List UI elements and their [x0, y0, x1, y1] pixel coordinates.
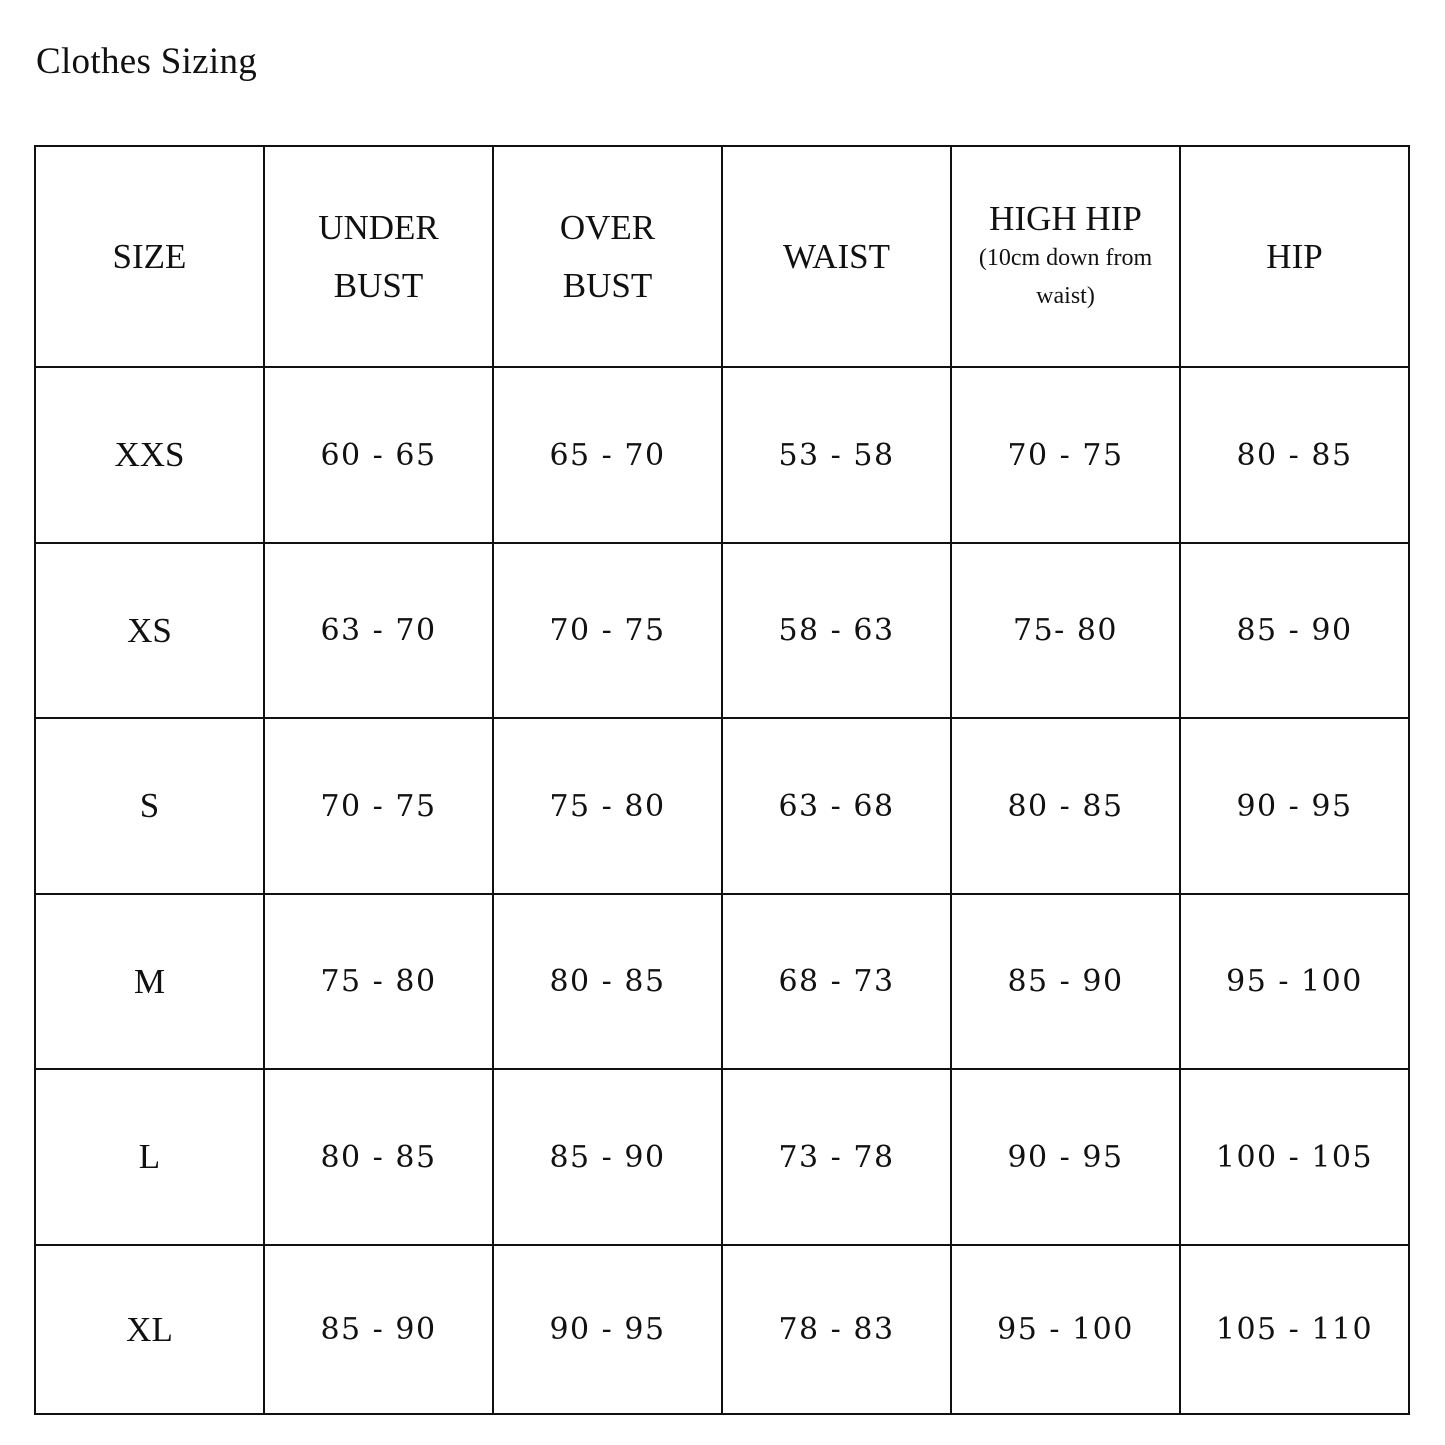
measurement-cell: 60 - 65: [263, 366, 494, 544]
column-header: SIZE: [34, 145, 265, 368]
measurement-cell: 63 - 70: [263, 542, 494, 719]
measurement-cell: 70 - 75: [950, 366, 1181, 544]
measurement-cell: 73 - 78: [721, 1068, 952, 1246]
size-label-cell: L: [34, 1068, 265, 1246]
measurement-cell: 63 - 68: [721, 717, 952, 895]
column-header-label: OVER BUST: [559, 207, 656, 305]
table-row: L 80 - 85 85 - 90 73 - 78 90 - 95 100 - 105: [34, 1068, 1410, 1246]
column-header-label: SIZE: [112, 236, 187, 276]
column-header-label: HIGH HIP: [989, 198, 1142, 238]
column-header-note: (10cm down from waist): [978, 244, 1153, 309]
measurement-cell: 80 - 85: [492, 893, 723, 1070]
size-label-cell: S: [34, 717, 265, 895]
measurement-cell: 65 - 70: [492, 366, 723, 544]
table-row: S 70 - 75 75 - 80 63 - 68 80 - 85 90 - 95: [34, 717, 1410, 895]
size-label-cell: XL: [34, 1244, 265, 1415]
measurement-cell: 75 - 80: [492, 717, 723, 895]
measurement-cell: 105 - 110: [1179, 1244, 1410, 1415]
measurement-cell: 90 - 95: [492, 1244, 723, 1415]
table-row: XL 85 - 90 90 - 95 78 - 83 95 - 100 105 - 110: [34, 1244, 1410, 1415]
measurement-cell: 85 - 90: [950, 893, 1181, 1070]
measurement-cell: 80 - 85: [950, 717, 1181, 895]
table-row: M 75 - 80 80 - 85 68 - 73 85 - 90 95 - 100: [34, 893, 1410, 1070]
measurement-cell: 68 - 73: [721, 893, 952, 1070]
header-row: SIZE UNDER BUST OVER BUST WAIST HIGH HIP (10c…: [34, 145, 1410, 368]
size-label-cell: XXS: [34, 366, 265, 544]
table-row: XXS 60 - 65 65 - 70 53 - 58 70 - 75 80 - 85: [34, 366, 1410, 544]
measurement-cell: 85 - 90: [492, 1068, 723, 1246]
measurement-cell: 90 - 95: [950, 1068, 1181, 1246]
measurement-cell: 58 - 63: [721, 542, 952, 719]
sizing-table: SIZE UNDER BUST OVER BUST WAIST HIGH HIP (10c…: [34, 145, 1410, 1415]
column-header: HIP: [1179, 145, 1410, 368]
measurement-cell: 95 - 100: [950, 1244, 1181, 1415]
column-header-label: HIP: [1266, 236, 1323, 276]
measurement-cell: 75- 80: [950, 542, 1181, 719]
measurement-cell: 78 - 83: [721, 1244, 952, 1415]
table-row: XS 63 - 70 70 - 75 58 - 63 75- 80 85 - 90: [34, 542, 1410, 719]
measurement-cell: 75 - 80: [263, 893, 494, 1070]
column-header-label: WAIST: [783, 236, 890, 276]
measurement-cell: 100 - 105: [1179, 1068, 1410, 1246]
column-header: OVER BUST: [492, 145, 723, 368]
size-label-cell: M: [34, 893, 265, 1070]
column-header-label: UNDER BUST: [318, 207, 439, 305]
measurement-cell: 53 - 58: [721, 366, 952, 544]
column-header: WAIST: [721, 145, 952, 368]
column-header: UNDER BUST: [263, 145, 494, 368]
page-title: Clothes Sizing: [36, 41, 258, 82]
measurement-cell: 80 - 85: [263, 1068, 494, 1246]
measurement-cell: 85 - 90: [1179, 542, 1410, 719]
measurement-cell: 85 - 90: [263, 1244, 494, 1415]
table-body: XXS 60 - 65 65 - 70 53 - 58 70 - 75 80 - 85 XS…: [34, 366, 1410, 1415]
measurement-cell: 90 - 95: [1179, 717, 1410, 895]
size-label-cell: XS: [34, 542, 265, 719]
measurement-cell: 95 - 100: [1179, 893, 1410, 1070]
measurement-cell: 70 - 75: [492, 542, 723, 719]
measurement-cell: 80 - 85: [1179, 366, 1410, 544]
measurement-cell: 70 - 75: [263, 717, 494, 895]
column-header: HIGH HIP (10cm down from waist): [950, 145, 1181, 368]
